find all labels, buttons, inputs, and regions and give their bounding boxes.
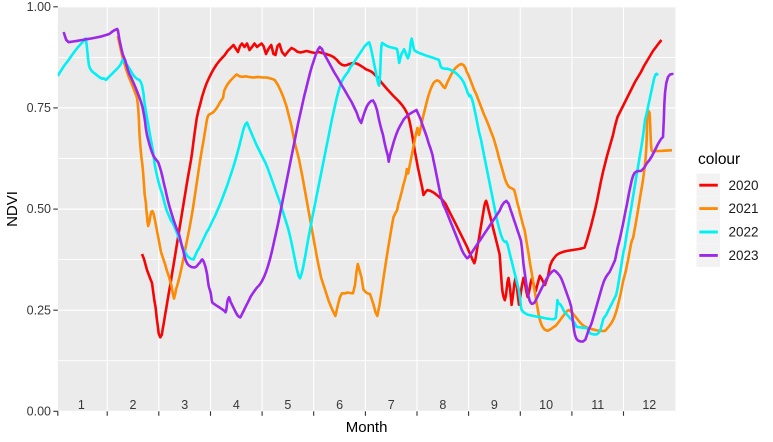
svg-text:6: 6 xyxy=(336,398,343,412)
svg-text:5: 5 xyxy=(284,398,291,412)
svg-text:0.50: 0.50 xyxy=(27,202,51,216)
svg-text:2022: 2022 xyxy=(729,225,759,240)
svg-text:8: 8 xyxy=(439,398,446,412)
svg-text:Month: Month xyxy=(346,419,388,436)
svg-text:2020: 2020 xyxy=(729,178,759,193)
svg-text:NDVI: NDVI xyxy=(4,191,21,227)
svg-text:4: 4 xyxy=(233,398,240,412)
svg-text:3: 3 xyxy=(181,398,188,412)
svg-text:2: 2 xyxy=(130,398,137,412)
svg-text:10: 10 xyxy=(539,398,553,412)
svg-text:11: 11 xyxy=(591,398,604,412)
svg-text:12: 12 xyxy=(642,398,656,412)
svg-text:2023: 2023 xyxy=(729,248,759,263)
svg-text:1.00: 1.00 xyxy=(27,0,51,14)
svg-text:0.00: 0.00 xyxy=(27,405,51,419)
svg-text:7: 7 xyxy=(388,398,395,412)
svg-text:0.75: 0.75 xyxy=(27,101,51,115)
svg-text:9: 9 xyxy=(491,398,498,412)
svg-text:0.25: 0.25 xyxy=(27,303,51,317)
svg-text:1: 1 xyxy=(78,398,85,412)
svg-text:2021: 2021 xyxy=(729,201,759,216)
svg-text:colour: colour xyxy=(698,151,740,168)
